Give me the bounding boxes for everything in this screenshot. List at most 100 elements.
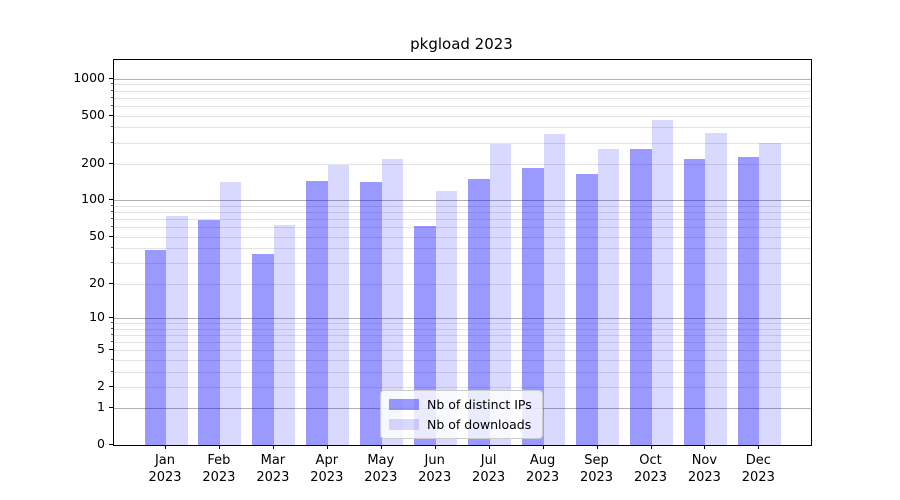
x-tick-year: 2023: [633, 470, 668, 485]
major-gridline: [114, 78, 811, 80]
x-tick-year: 2023: [579, 470, 614, 485]
y-axis-tick-label: 100: [81, 191, 105, 207]
y-axis-tick-label: 0: [97, 436, 105, 451]
y-axis-minor-tick: [111, 262, 113, 263]
x-tick-year: 2023: [472, 470, 506, 485]
x-tick-year: 2023: [741, 470, 775, 485]
bar-distinct-ips: [360, 181, 382, 445]
legend-label-downloads: Nb of downloads: [427, 417, 532, 432]
x-axis-tick: [272, 445, 274, 449]
y-axis-minor-tick: [111, 322, 113, 323]
x-axis-tick: [650, 445, 652, 449]
bar-downloads: [597, 149, 619, 445]
y-axis-tick: [109, 385, 113, 387]
minor-gridline: [114, 248, 811, 250]
x-axis-tick-label: Dec 2023: [730, 452, 786, 486]
y-axis-minor-tick: [111, 83, 113, 85]
x-tick-year: 2023: [687, 470, 721, 485]
bar-distinct-ips: [630, 148, 652, 445]
y-axis-tick-label: 500: [81, 106, 105, 122]
minor-gridline: [114, 236, 811, 238]
y-axis-tick-label: 200: [81, 154, 105, 170]
x-tick-month: Mar: [260, 453, 286, 468]
x-axis-tick: [488, 445, 490, 449]
y-axis-minor-tick: [111, 247, 113, 249]
y-axis-minor-tick: [111, 211, 113, 213]
minor-gridline: [114, 105, 811, 107]
bar-distinct-ips: [737, 156, 760, 445]
bar-downloads: [759, 143, 781, 445]
bar-downloads: [273, 224, 296, 445]
x-axis-tick-label: Oct 2023: [623, 452, 679, 486]
bar-downloads: [435, 190, 458, 445]
minor-gridline: [114, 97, 811, 99]
major-gridline: [114, 200, 811, 202]
minor-gridline: [114, 90, 811, 92]
bar-downloads: [327, 164, 350, 445]
x-axis-tick: [434, 445, 436, 449]
bar-downloads: [705, 132, 727, 445]
x-tick-year: 2023: [364, 470, 398, 485]
x-axis-tick-label: May 2023: [353, 452, 409, 486]
x-tick-month: Aug: [529, 453, 556, 468]
x-tick-year: 2023: [256, 470, 290, 485]
x-axis-tick: [218, 445, 220, 449]
x-tick-month: May: [367, 453, 395, 468]
plot-area: Nb of distinct IPs Nb of downloads: [113, 59, 812, 446]
legend-label-distinct-ips: Nb of distinct IPs: [427, 397, 532, 412]
minor-gridline: [114, 359, 811, 361]
x-axis-tick-label: Sep 2023: [569, 452, 625, 486]
x-axis-tick: [596, 445, 598, 449]
x-axis-tick: [542, 445, 544, 449]
x-tick-month: Nov: [691, 453, 718, 468]
y-axis-tick: [109, 114, 113, 116]
x-tick-month: Oct: [639, 453, 662, 468]
x-tick-year: 2023: [418, 470, 452, 485]
minor-gridline: [114, 127, 811, 129]
y-axis-tick: [109, 77, 113, 79]
minor-gridline: [114, 219, 811, 221]
y-axis-minor-tick: [111, 370, 113, 372]
bar-distinct-ips: [576, 174, 598, 445]
minor-gridline: [114, 84, 811, 86]
x-axis-tick-label: Jan 2023: [137, 452, 193, 486]
x-tick-year: 2023: [148, 470, 182, 485]
x-axis-tick-label: Nov 2023: [676, 452, 732, 486]
legend-swatch-downloads-icon: [389, 419, 419, 430]
y-axis-minor-tick: [111, 358, 113, 360]
y-axis-minor-tick: [111, 333, 113, 335]
legend-item-distinct-ips: Nb of distinct IPs: [389, 397, 532, 412]
y-axis-minor-tick: [111, 340, 113, 342]
bar-distinct-ips: [306, 180, 328, 445]
x-tick-year: 2023: [202, 470, 236, 485]
bar-downloads: [651, 119, 673, 445]
minor-gridline: [114, 212, 811, 214]
x-tick-month: Jun: [424, 453, 445, 468]
y-axis-tick-label: 50: [89, 227, 105, 243]
bar-distinct-ips: [252, 253, 274, 445]
x-axis-tick: [704, 445, 706, 449]
y-axis-tick: [109, 282, 113, 284]
bar-downloads: [543, 133, 566, 445]
x-tick-month: Jul: [480, 453, 497, 468]
legend-swatch-distinct-ips-icon: [389, 399, 419, 410]
x-tick-month: Jan: [154, 453, 176, 468]
x-tick-year: 2023: [526, 470, 560, 485]
y-axis-tick-label: 5: [97, 341, 105, 356]
x-axis-tick: [758, 445, 760, 449]
bar-distinct-ips: [683, 159, 706, 445]
x-axis-tick: [326, 445, 328, 449]
y-axis-tick: [109, 349, 113, 350]
major-gridline: [114, 317, 811, 319]
y-axis-minor-tick: [111, 104, 113, 106]
bar-downloads: [219, 182, 242, 445]
bar-distinct-ips: [198, 219, 220, 445]
y-axis-minor-tick: [111, 218, 113, 220]
x-axis-tick-label: Mar 2023: [245, 452, 301, 486]
x-axis-tick-label: Jul 2023: [461, 452, 517, 486]
x-axis-tick-label: Feb 2023: [191, 452, 247, 486]
bar-distinct-ips: [522, 168, 544, 445]
x-axis-tick: [165, 445, 166, 449]
minor-gridline: [114, 334, 811, 336]
